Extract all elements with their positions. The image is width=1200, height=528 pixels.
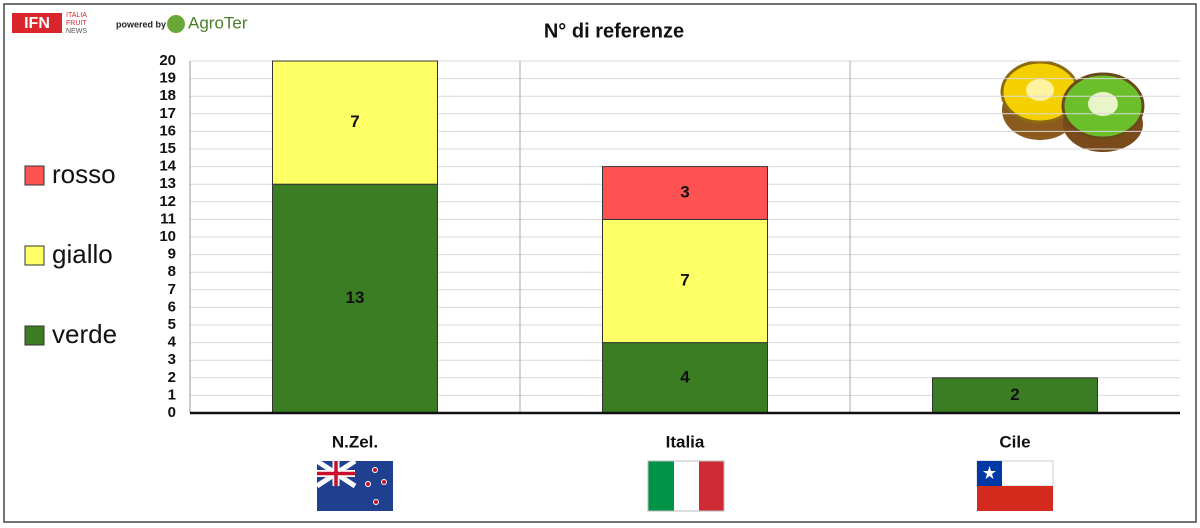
y-tick-label: 12 [159,193,176,210]
y-tick-label: 5 [168,316,176,333]
bar-segment [602,166,768,220]
y-tick-label: 14 [159,158,176,175]
x-tick-label: Cile [999,432,1030,451]
y-tick-label: 0 [168,404,176,421]
chart-title: N° di referenze [544,20,684,42]
legend-label: rosso [52,159,116,189]
y-tick-label: 1 [168,386,176,403]
y-tick-label: 3 [168,351,176,368]
data-label: 4 [680,367,690,386]
y-tick-label: 16 [159,122,176,139]
y-tick-label: 10 [159,228,176,245]
ifn-sub: NEWS [66,28,87,35]
kiwi-illustration [1000,60,1145,152]
y-tick-label: 7 [168,281,176,298]
y-tick-label: 19 [159,70,176,87]
y-tick-label: 4 [168,334,177,351]
flag-nz [315,458,393,511]
legend-label: giallo [52,239,113,269]
bar-segment [932,377,1098,414]
y-tick-label: 18 [159,87,176,104]
powered-by: powered by [116,19,166,29]
flag-italy [647,460,725,512]
legend-label: verde [52,319,117,349]
y-tick-label: 17 [159,105,176,122]
flag-chile [976,460,1054,511]
y-tick-label: 9 [168,246,176,263]
y-tick-label: 2 [168,369,176,386]
bar-segment [272,60,438,185]
y-tick-label: 8 [168,263,176,280]
ifn-sub: FRUIT [66,20,87,27]
ifn-logo: IFN [24,15,50,32]
data-label: 7 [680,270,689,289]
data-label: 2 [1010,385,1019,404]
bar-segment [602,342,768,414]
frame [3,3,1197,523]
data-label: 3 [680,182,689,201]
legend-swatch [24,245,45,266]
ifn-sub: ITALIA [66,12,87,19]
x-tick-label: N.Zel. [332,432,378,451]
y-tick-label: 6 [168,298,176,315]
bar-segment [602,218,768,344]
y-tick-label: 11 [160,210,176,227]
y-tick-label: 13 [159,175,176,192]
x-tick-label: Italia [666,432,705,451]
bar-segment [272,183,438,414]
legend-swatch [24,165,45,186]
y-tick-label: 20 [159,52,176,69]
y-tick-label: 15 [159,140,176,157]
ifn-logo-box [12,13,62,33]
data-label: 7 [350,112,359,131]
agroter-icon [167,15,185,33]
agroter-logo: AgroTer [188,13,248,32]
legend-swatch [24,325,45,346]
data-label: 13 [346,288,365,307]
